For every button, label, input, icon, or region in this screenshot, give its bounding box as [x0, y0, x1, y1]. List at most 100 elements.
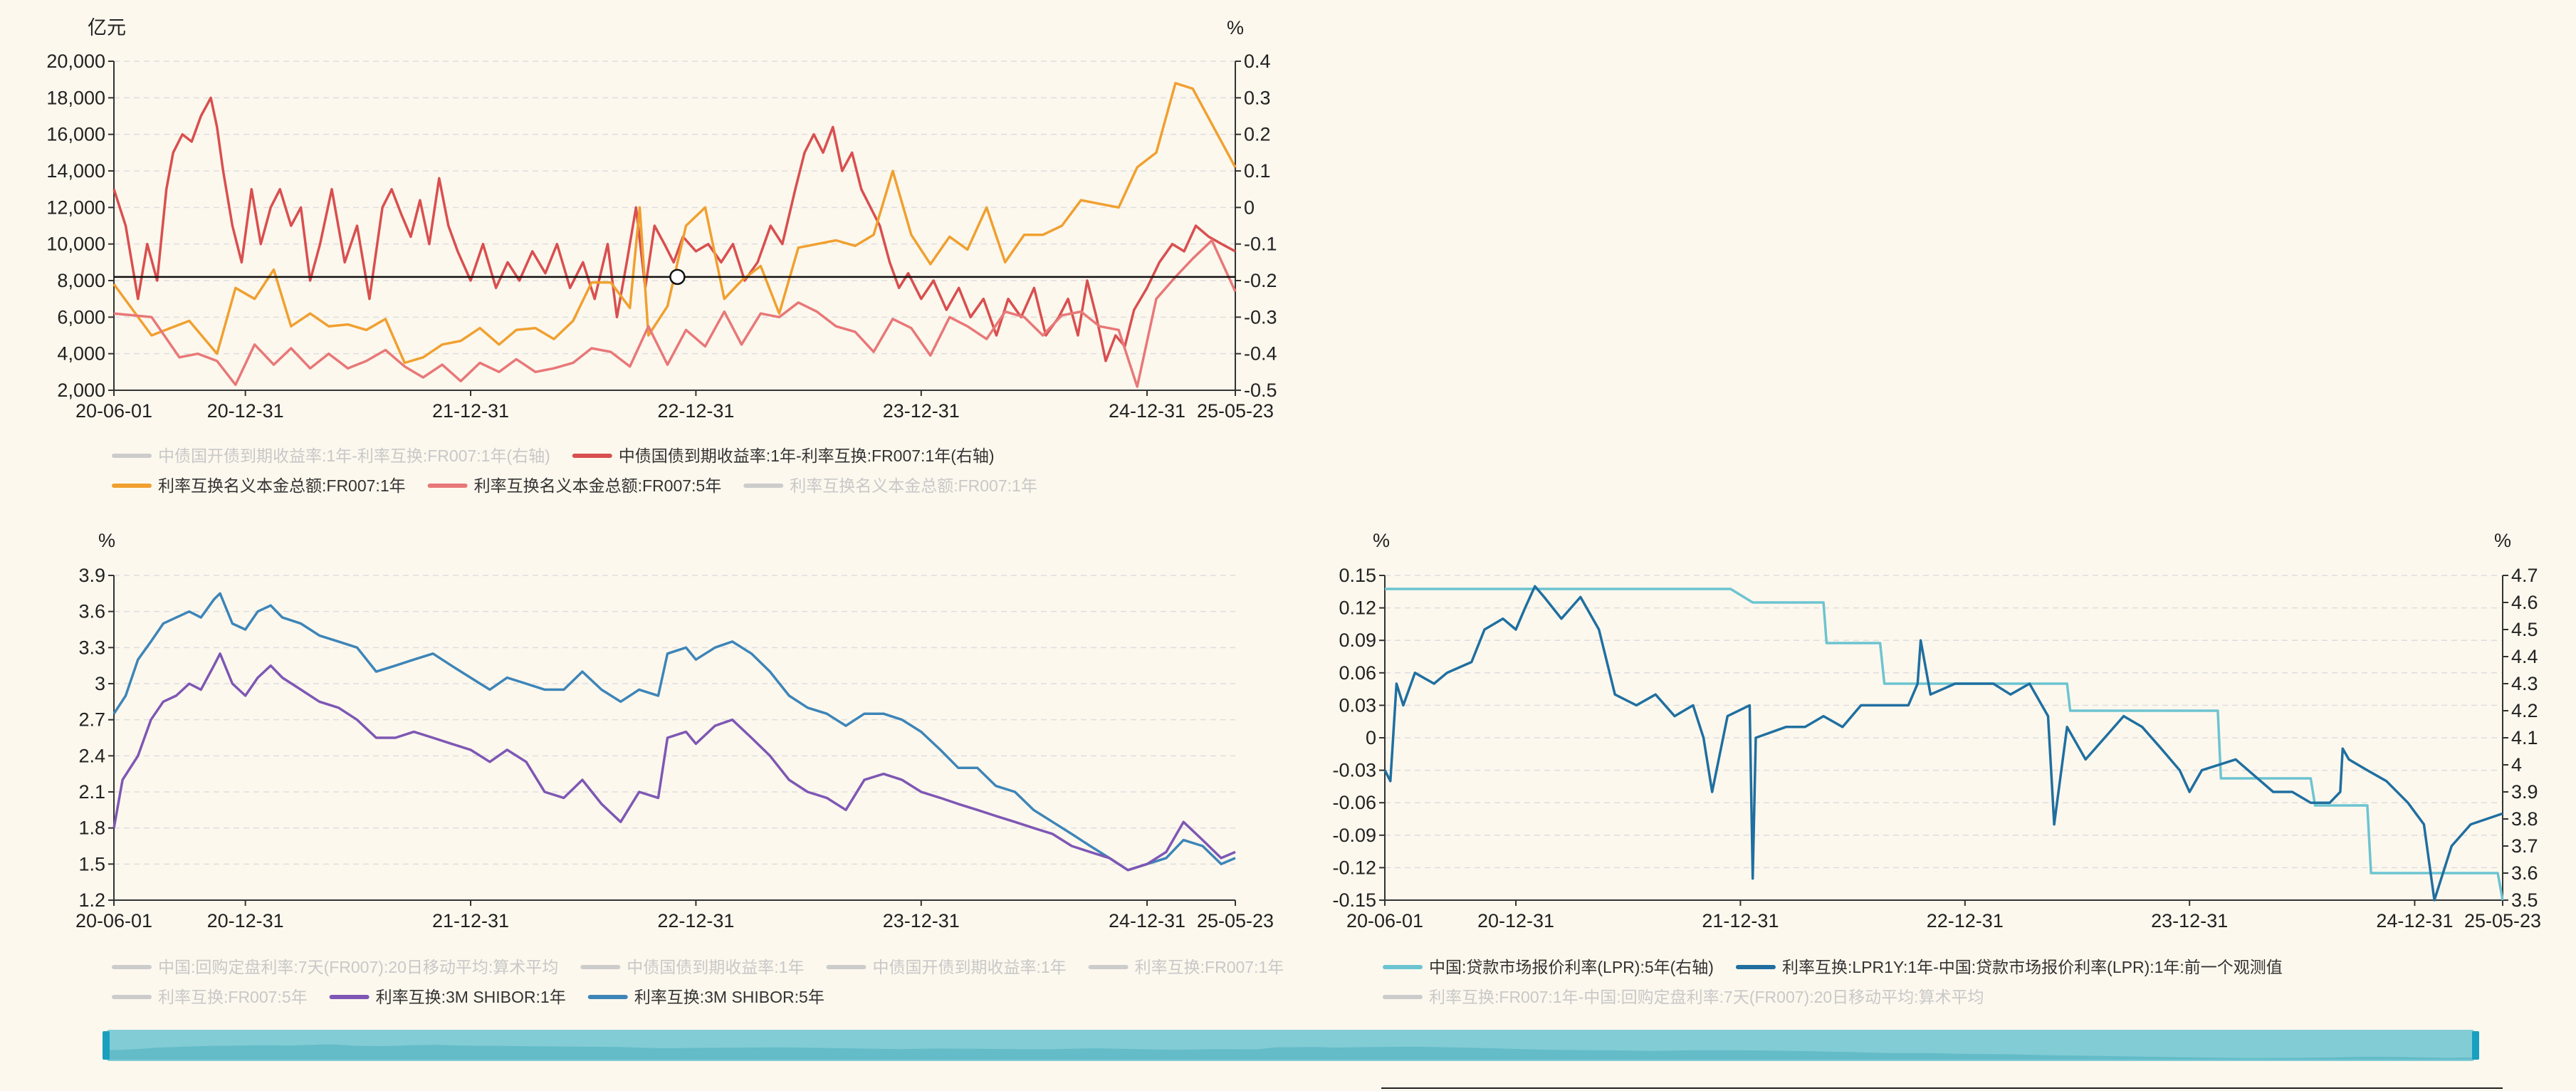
y-left-tick-label: 1.5: [78, 853, 105, 875]
y-right-tick-label: 0.3: [1244, 87, 1271, 108]
y-left-tick-label: 8,000: [57, 270, 105, 291]
series-line-2-0[interactable]: [1385, 588, 2504, 901]
data-zoom-slider[interactable]: [103, 1030, 2503, 1089]
legend-item[interactable]: 中债国债到期收益率:1年-利率互换:FR007:1年(右轴): [572, 447, 995, 465]
legend-item[interactable]: 利率互换:LPR1Y:1年-中国:贷款市场报价利率(LPR):1年:前一个观测值: [1735, 958, 2283, 976]
legend-item[interactable]: 利率互换名义本金总额:FR007:1年: [743, 476, 1037, 495]
y-right-tick-label: -0.5: [1244, 380, 1277, 401]
legend-label: 中债国债到期收益率:1年: [627, 958, 804, 976]
series-line-2-1[interactable]: [1383, 585, 2503, 902]
chart-swap-notional-spread: 亿元 % 2,000 4,000 6,000 8,000 10,000 12,000 14,00…: [46, 17, 1277, 495]
legend-item[interactable]: 利率互换:3M SHIBOR:1年: [329, 988, 566, 1006]
x-tick-label: 23-12-31: [2151, 910, 2228, 931]
y-right-tick-label: 4.4: [2511, 646, 2538, 667]
legend-label: 利率互换名义本金总额:FR007:5年: [474, 476, 722, 495]
x-tick-label: 20-06-01: [75, 910, 152, 931]
chart-lpr-swap-spread: % % -0.15 -0.12 -0.09 -0.06 -0.03 0 0.03 0.06 0.09…: [1332, 530, 2541, 1006]
y-left-tick-label: -0.15: [1332, 889, 1376, 911]
y-left-tick-label: 2.4: [78, 745, 105, 766]
y-axis-left-unit: 亿元: [88, 17, 126, 38]
y-right-tick-label: -0.2: [1244, 270, 1277, 291]
legend-label: 中国:回购定盘利率:7天(FR007):20日移动平均:算术平均: [158, 958, 558, 976]
legend-label: 利率互换名义本金总额:FR007:1年: [158, 476, 406, 495]
y-left-tick-label: 16,000: [46, 124, 105, 145]
series-line-0-0[interactable]: [112, 96, 1236, 362]
y-right-tick-label: 4.5: [2511, 619, 2538, 640]
y-right-tick-label: 4.2: [2511, 700, 2538, 721]
y-right-tick-label: 4.6: [2511, 592, 2538, 613]
y-left-tick-label: -0.12: [1332, 857, 1376, 878]
y-left-tick-label: 0.06: [1339, 662, 1376, 684]
x-tick-label: 20-12-31: [207, 400, 284, 422]
x-tick-label: 21-12-31: [432, 400, 509, 422]
y-right-tick-label: 4: [2511, 754, 2522, 776]
legend-item[interactable]: 利率互换名义本金总额:FR007:5年: [427, 476, 722, 495]
y-left-tick-label: 1.2: [78, 889, 105, 911]
legend-label: 利率互换:FR007:1年: [1135, 958, 1284, 976]
legend-item[interactable]: 中债国开债到期收益率:1年: [826, 958, 1067, 976]
y-right-tick-label: 0.4: [1244, 51, 1271, 72]
y-left-tick-label: 0.15: [1339, 565, 1376, 586]
y-right-tick-label: -0.1: [1244, 234, 1277, 255]
series-line-1-1[interactable]: [112, 652, 1236, 872]
legend-label: 利率互换:FR007:5年: [158, 988, 308, 1006]
legend-item[interactable]: 中债国开债到期收益率:1年-利率互换:FR007:1年(右轴): [112, 447, 550, 465]
y-right-tick-label: 3.5: [2511, 889, 2538, 911]
legend-label: 中债国开债到期收益率:1年: [872, 958, 1066, 976]
legend-item[interactable]: 利率互换:FR007:1年: [1088, 958, 1284, 976]
legend-label: 利率互换:3M SHIBOR:1年: [376, 988, 566, 1006]
legend-label: 中国:贷款市场报价利率(LPR):5年(右轴): [1429, 958, 1714, 976]
x-tick-label: 24-12-31: [1109, 400, 1185, 422]
y-axis-left-unit: %: [98, 530, 115, 551]
crosshair-marker: [669, 268, 686, 286]
y-left-tick-label: 1.8: [78, 818, 105, 839]
y-right-tick-label: 4.3: [2511, 673, 2538, 694]
y-right-tick-label: 3.6: [2511, 862, 2538, 884]
legend-item[interactable]: 中国:贷款市场报价利率(LPR):5年(右轴): [1383, 958, 1714, 976]
legend-item[interactable]: 利率互换名义本金总额:FR007:1年: [112, 476, 406, 495]
y-left-tick-label: 10,000: [46, 234, 105, 255]
y-axis-right-unit: %: [1227, 17, 1244, 38]
series-line-1-0[interactable]: [112, 592, 1236, 872]
x-tick-label: 20-06-01: [75, 400, 152, 422]
y-left-tick-label: 0.09: [1339, 630, 1376, 651]
legend-label: 利率互换:FR007:1年-中国:回购定盘利率:7天(FR007):20日移动平…: [1429, 988, 1984, 1006]
data-zoom-right-handle[interactable]: [2472, 1031, 2479, 1060]
series-line-0-2[interactable]: [113, 239, 1237, 388]
y-left-tick-label: 3.9: [78, 565, 105, 586]
legend-label: 中债国开债到期收益率:1年-利率互换:FR007:1年(右轴): [158, 447, 550, 465]
y-left-tick-label: 2.1: [78, 781, 105, 803]
x-tick-label: 21-12-31: [1702, 910, 1779, 931]
y-left-tick-label: 2.7: [78, 709, 105, 731]
x-tick-label: 20-12-31: [207, 910, 284, 931]
y-right-tick-label: -0.3: [1244, 306, 1277, 328]
y-right-tick-label: 3.7: [2511, 835, 2538, 857]
x-tick-label: 23-12-31: [883, 400, 960, 422]
legend-item[interactable]: 利率互换:FR007:1年-中国:回购定盘利率:7天(FR007):20日移动平…: [1383, 988, 1984, 1006]
y-right-tick-label: -0.4: [1244, 343, 1277, 365]
y-left-tick-label: -0.06: [1332, 792, 1376, 813]
x-tick-label: 22-12-31: [1927, 910, 2004, 931]
y-left-tick-label: 3.3: [78, 637, 105, 658]
legend-item[interactable]: 中债国债到期收益率:1年: [580, 958, 804, 976]
x-tick-label: 25-05-23: [2464, 910, 2541, 931]
y-right-tick-label: 0: [1244, 197, 1255, 218]
x-tick-label: 24-12-31: [2376, 910, 2453, 931]
x-tick-label: 24-12-31: [1109, 910, 1185, 931]
series-line-0-1[interactable]: [112, 82, 1237, 365]
y-axis-right-unit: %: [2494, 530, 2511, 551]
legend-item[interactable]: 利率互换:FR007:5年: [112, 988, 308, 1006]
y-left-tick-label: 20,000: [46, 51, 105, 72]
legend-item[interactable]: 中国:回购定盘利率:7天(FR007):20日移动平均:算术平均: [112, 958, 558, 976]
x-tick-label: 20-12-31: [1477, 910, 1554, 931]
y-right-tick-label: 0.2: [1244, 124, 1271, 145]
legend-label: 利率互换名义本金总额:FR007:1年: [790, 476, 1037, 495]
y-right-tick-label: 0.1: [1244, 160, 1271, 182]
legend-item[interactable]: 利率互换:3M SHIBOR:5年: [587, 988, 824, 1006]
x-tick-label: 22-12-31: [657, 910, 734, 931]
y-left-tick-label: 4,000: [57, 343, 105, 365]
data-zoom-left-handle[interactable]: [103, 1031, 110, 1060]
y-right-tick-label: 4.1: [2511, 727, 2538, 748]
x-tick-label: 23-12-31: [883, 910, 960, 931]
